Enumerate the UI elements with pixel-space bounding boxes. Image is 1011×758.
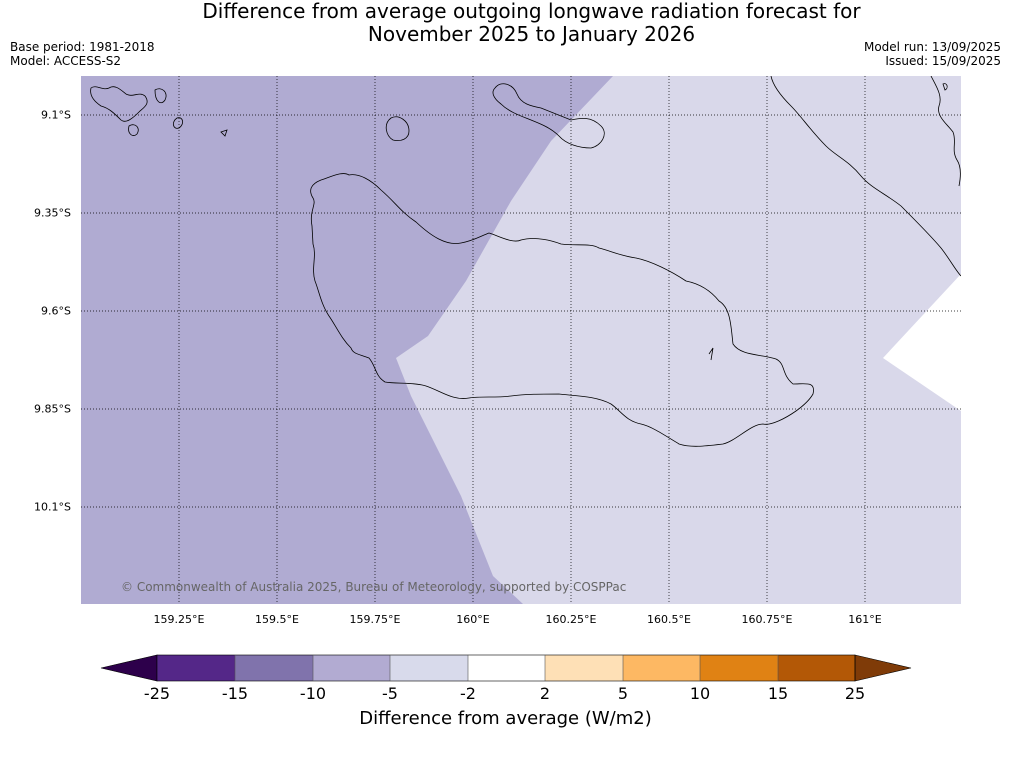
colorbar-segment-8: [700, 655, 778, 681]
lon-label-159-5: 159.5°E: [255, 613, 299, 626]
issued-date: Issued: 15/09/2025: [885, 54, 1001, 68]
colorbar-segment-6: [545, 655, 623, 681]
lon-label-159-75: 159.75°E: [349, 613, 401, 626]
colorbar-tick-minus-5: -5: [382, 684, 398, 703]
model-name: Model: ACCESS-S2: [10, 54, 122, 68]
colorbar-tick-2: 2: [539, 684, 551, 703]
colorbar-tick-10: 10: [689, 684, 711, 703]
lat-label-10-1: 10.1°S: [34, 500, 71, 514]
lon-label-160-75: 160.75°E: [741, 613, 793, 626]
lon-label-160-5: 160.5°E: [647, 613, 691, 626]
lat-label-9-1: 9.1°S: [41, 108, 71, 122]
colorbar-tick-minus-10: -10: [299, 684, 327, 703]
lat-label-9-6: 9.6°S: [41, 304, 71, 318]
title-line-2: November 2025 to January 2026: [367, 22, 696, 46]
colorbar-tick-25: 25: [844, 684, 866, 703]
lon-label-159-25: 159.25°E: [153, 613, 205, 626]
colorbar-tick-15: 15: [767, 684, 789, 703]
colorbar-segment-2: [235, 655, 313, 681]
forecast-map: [81, 76, 961, 604]
colorbar-segment-1: [157, 655, 235, 681]
colorbar-segment-5: [468, 655, 545, 681]
lon-label-160: 160°E: [456, 613, 490, 626]
colorbar-label: Difference from average (W/m2): [359, 708, 652, 729]
colorbar-tick-minus-15: -15: [221, 684, 249, 703]
lon-label-160-25: 160.25°E: [545, 613, 597, 626]
colorbar: [100, 654, 912, 682]
colorbar-outline: [156, 654, 856, 682]
colorbar-segment-7: [623, 655, 700, 681]
meta-right: Model run: 13/09/2025 Issued: 15/09/2025: [864, 40, 1001, 68]
gridlines: [81, 76, 961, 604]
colorbar-segment-4: [390, 655, 468, 681]
title-line-1: Difference from average outgoing longwav…: [202, 0, 861, 23]
colorbar-tick-minus-25: -25: [143, 684, 171, 703]
copyright-notice: © Commonwealth of Australia 2025, Bureau…: [121, 580, 627, 594]
colorbar-arrow-low: [100, 654, 158, 682]
region-white-notch: [883, 274, 961, 411]
coastlines: [90, 76, 961, 447]
lon-label-161: 161°E: [848, 613, 882, 626]
model-run: Model run: 13/09/2025: [863, 40, 1001, 54]
colorbar-arrow-high: [854, 654, 912, 682]
base-period: Base period: 1981-2018: [10, 40, 155, 54]
meta-left: Base period: 1981-2018 Model: ACCESS-S2: [10, 40, 155, 68]
colorbar-tick-minus-2: -2: [460, 684, 476, 703]
colorbar-dividers: [234, 655, 779, 681]
lat-label-9-85: 9.85°S: [34, 402, 71, 416]
colorbar-segment-3: [313, 655, 390, 681]
lat-label-9-35: 9.35°S: [34, 206, 71, 220]
region-mid-purple: [81, 76, 613, 604]
colorbar-tick-5: 5: [617, 684, 629, 703]
colorbar-segment-9: [778, 655, 855, 681]
map-title: Difference from average outgoing longwav…: [0, 0, 1011, 46]
